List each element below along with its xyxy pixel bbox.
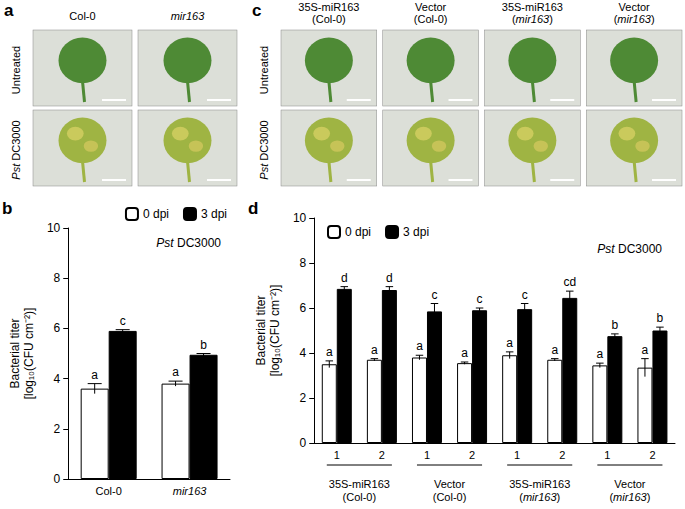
svg-text:mir163: mir163: [523, 491, 558, 503]
svg-text:2: 2: [300, 391, 307, 405]
svg-text:Pst DC3000: Pst DC3000: [10, 120, 22, 179]
svg-text:0 dpi: 0 dpi: [143, 207, 169, 221]
svg-text:35S-miR163(mir163): 35S-miR163(mir163): [502, 1, 563, 25]
svg-text:a: a: [172, 365, 179, 379]
svg-text:3 dpi: 3 dpi: [403, 225, 429, 239]
svg-text:c: c: [522, 288, 528, 302]
svg-text:): ): [557, 491, 561, 503]
svg-text:[log₁₀(CFU cm⁻²)]: [log₁₀(CFU cm⁻²)]: [268, 285, 282, 377]
svg-text:a: a: [91, 368, 98, 382]
svg-text:0: 0: [300, 436, 307, 450]
svg-text:c: c: [252, 1, 261, 20]
svg-text:Pst: Pst: [156, 236, 174, 250]
svg-text:d: d: [248, 199, 258, 218]
svg-text:d: d: [386, 271, 393, 285]
svg-text:1: 1: [514, 449, 520, 461]
svg-text:0: 0: [54, 472, 61, 486]
svg-text:10: 10: [47, 221, 61, 235]
svg-text:b: b: [200, 338, 207, 352]
svg-text:6: 6: [54, 321, 61, 335]
svg-text:2: 2: [54, 422, 61, 436]
svg-text:(Col-0): (Col-0): [343, 491, 377, 503]
svg-text:Vector: Vector: [614, 478, 646, 490]
svg-text:2: 2: [649, 449, 655, 461]
svg-text:a: a: [506, 336, 513, 350]
svg-text:DC3000: DC3000: [615, 242, 663, 256]
svg-text:c: c: [431, 288, 437, 302]
svg-text:b: b: [2, 199, 12, 218]
svg-text:c: c: [120, 314, 126, 328]
svg-text:10: 10: [293, 211, 307, 225]
svg-text:6: 6: [300, 301, 307, 315]
svg-text:4: 4: [54, 372, 61, 386]
svg-text:Col-0: Col-0: [69, 10, 95, 22]
svg-text:b: b: [612, 318, 619, 332]
svg-text:3 dpi: 3 dpi: [201, 207, 227, 221]
svg-text:mir163: mir163: [173, 485, 208, 497]
svg-text:a: a: [461, 346, 468, 360]
svg-text:4: 4: [300, 346, 307, 360]
svg-text:a: a: [4, 1, 14, 20]
svg-text:a: a: [416, 339, 423, 353]
svg-text:35S-miR163(Col-0): 35S-miR163(Col-0): [298, 1, 359, 25]
svg-text:Bacterial titer: Bacterial titer: [8, 318, 22, 388]
svg-text:Untreated: Untreated: [10, 46, 22, 94]
svg-text:c: c: [477, 292, 483, 306]
svg-text:a: a: [326, 345, 333, 359]
svg-text:Vector(Col-0): Vector(Col-0): [414, 1, 448, 25]
svg-text:8: 8: [54, 271, 61, 285]
svg-text:Col-0: Col-0: [96, 485, 122, 497]
svg-text:d: d: [341, 271, 348, 285]
svg-text:2: 2: [379, 449, 385, 461]
svg-text:0 dpi: 0 dpi: [345, 225, 371, 239]
svg-text:cd: cd: [563, 275, 576, 289]
svg-text:1: 1: [424, 449, 430, 461]
svg-text:2: 2: [469, 449, 475, 461]
svg-text:a: a: [642, 343, 649, 357]
svg-text:Bacterial titer: Bacterial titer: [254, 295, 268, 365]
svg-text:[log₁₀(CFU cm⁻²)]: [log₁₀(CFU cm⁻²)]: [22, 308, 36, 400]
svg-text:a: a: [551, 343, 558, 357]
svg-text:): ): [647, 491, 651, 503]
svg-text:Vector(mir163): Vector(mir163): [614, 1, 655, 25]
svg-text:8: 8: [300, 256, 307, 270]
svg-text:Vector: Vector: [434, 478, 466, 490]
svg-text:mir163: mir163: [613, 491, 648, 503]
svg-text:Untreated: Untreated: [258, 46, 270, 94]
svg-text:mir163: mir163: [171, 10, 206, 22]
svg-text:35S-miR163: 35S-miR163: [509, 478, 570, 490]
svg-text:a: a: [597, 347, 604, 361]
svg-text:1: 1: [334, 449, 340, 461]
svg-text:b: b: [657, 311, 664, 325]
svg-text:35S-miR163: 35S-miR163: [329, 478, 390, 490]
svg-text:2: 2: [559, 449, 565, 461]
svg-text:a: a: [371, 343, 378, 357]
svg-text:1: 1: [604, 449, 610, 461]
svg-text:(Col-0): (Col-0): [433, 491, 467, 503]
svg-text:Pst DC3000: Pst DC3000: [258, 120, 270, 179]
svg-text:DC3000: DC3000: [174, 236, 222, 250]
svg-text:Pst: Pst: [597, 242, 615, 256]
